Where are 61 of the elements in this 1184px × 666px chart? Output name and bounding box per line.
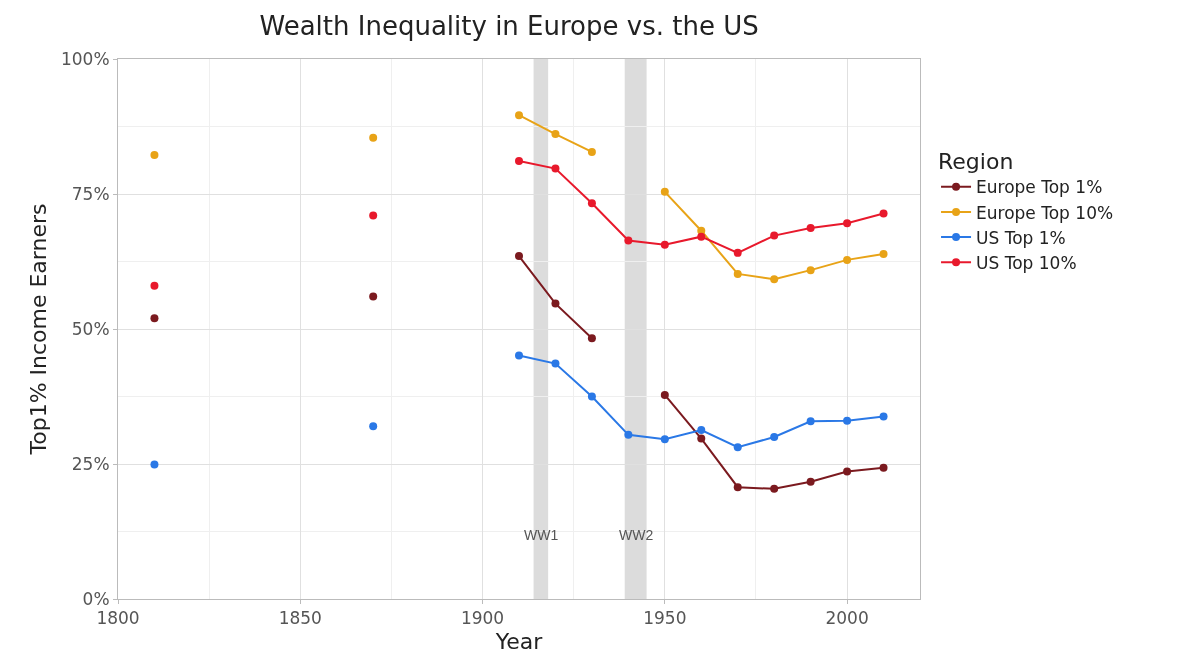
- x-tick-label: 1800: [96, 608, 140, 629]
- band-label: WW1: [524, 527, 559, 543]
- x-tick-label: 2000: [825, 608, 869, 629]
- point: [879, 249, 888, 258]
- point: [843, 219, 852, 228]
- point: [515, 111, 523, 120]
- point: [587, 147, 596, 156]
- point: [587, 199, 596, 208]
- x-tick-label: 1950: [643, 608, 687, 629]
- point: [879, 209, 888, 218]
- point: [770, 275, 779, 284]
- point: [515, 351, 523, 360]
- point: [806, 417, 815, 426]
- point: [587, 334, 596, 343]
- point: [733, 248, 742, 257]
- point: [879, 463, 888, 472]
- point: [697, 434, 706, 443]
- point: [806, 477, 815, 486]
- point: [515, 157, 523, 166]
- point: [843, 416, 852, 425]
- point: [806, 224, 815, 233]
- point: [624, 236, 633, 245]
- point: [879, 412, 888, 421]
- point: [551, 359, 560, 368]
- point: [843, 255, 852, 264]
- point: [733, 483, 742, 492]
- x-tick-label: 1900: [460, 608, 505, 629]
- point: [624, 430, 633, 439]
- point: [770, 484, 779, 493]
- legend-label: US Top 10%: [976, 252, 1077, 273]
- y-tick-label: 25%: [71, 453, 110, 474]
- point: [551, 299, 560, 308]
- point: [660, 187, 669, 196]
- point: [733, 269, 742, 278]
- legend-title: Region: [938, 149, 1014, 175]
- y-tick-label: 75%: [71, 183, 110, 204]
- legend-label: US Top 1%: [976, 227, 1066, 248]
- y-tick-label: 0%: [82, 588, 110, 609]
- x-tick-label: 1850: [278, 608, 322, 629]
- point: [660, 435, 669, 444]
- point: [551, 164, 560, 173]
- point: [551, 130, 560, 139]
- point: [587, 392, 596, 401]
- point: [660, 390, 669, 399]
- band-label: WW2: [619, 527, 654, 543]
- point: [770, 231, 779, 240]
- point: [515, 252, 523, 261]
- point: [770, 433, 779, 441]
- y-tick-label: 50%: [71, 318, 110, 339]
- point: [843, 467, 852, 476]
- point: [660, 240, 669, 249]
- x-axis-title: Year: [494, 629, 544, 655]
- y-tick-label: 100%: [60, 48, 110, 69]
- y-axis-title: Top1% Income Earners: [25, 203, 51, 456]
- point: [733, 443, 742, 452]
- point: [806, 266, 815, 275]
- point: [697, 425, 706, 434]
- point: [697, 232, 706, 241]
- chart-title: Wealth Inequality in Europe vs. the US: [259, 10, 759, 41]
- legend-label: Europe Top 10%: [976, 202, 1114, 223]
- legend-label: Europe Top 1%: [976, 177, 1103, 198]
